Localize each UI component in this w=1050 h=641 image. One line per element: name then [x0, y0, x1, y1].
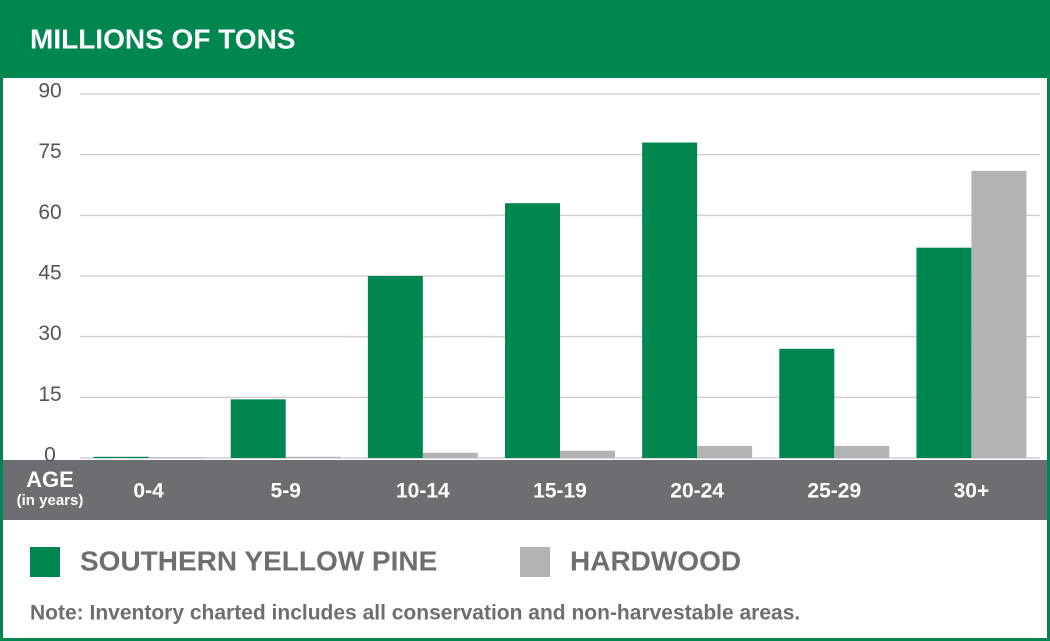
- y-tick-label: 45: [38, 262, 61, 285]
- note: Note: Inventory charted includes all con…: [30, 602, 800, 625]
- bar: [422, 452, 478, 458]
- bar: [230, 399, 286, 458]
- bar: [834, 445, 890, 458]
- bar: [779, 348, 835, 458]
- bar: [916, 247, 972, 458]
- legend-label: SOUTHERN YELLOW PINE: [80, 545, 437, 576]
- bar: [148, 457, 204, 458]
- legend-swatch: [30, 547, 60, 577]
- header: [0, 0, 1050, 78]
- x-tick-label: 20-24: [670, 480, 724, 503]
- chart-title: MILLIONS OF TONS: [30, 23, 295, 54]
- bar: [367, 276, 423, 458]
- y-tick-label: 90: [38, 80, 61, 103]
- y-tick-label: 15: [38, 383, 61, 406]
- x-tick-label: 0-4: [133, 480, 164, 503]
- x-tick-label: 15-19: [533, 480, 587, 503]
- y-tick-label: 30: [38, 322, 61, 345]
- x-axis-band: [3, 460, 1047, 520]
- bar: [971, 170, 1027, 458]
- bar: [285, 456, 341, 458]
- x-tick-label: 5-9: [271, 480, 301, 503]
- y-tick-label: 0: [44, 444, 56, 467]
- x-axis-label: AGE: [26, 467, 74, 492]
- bar: [642, 142, 698, 459]
- y-tick-label: 60: [38, 201, 61, 224]
- x-axis-sublabel: (in years): [17, 492, 84, 509]
- legend-swatch: [520, 547, 550, 577]
- bar: [560, 450, 615, 458]
- bar: [505, 203, 560, 458]
- x-tick-label: 10-14: [396, 480, 450, 503]
- bar: [93, 456, 149, 458]
- legend-label: HARDWOOD: [570, 545, 741, 576]
- y-tick-label: 75: [38, 140, 61, 163]
- x-tick-label: 25-29: [807, 480, 861, 503]
- x-tick-label: 30+: [954, 480, 990, 503]
- bar: [697, 445, 753, 458]
